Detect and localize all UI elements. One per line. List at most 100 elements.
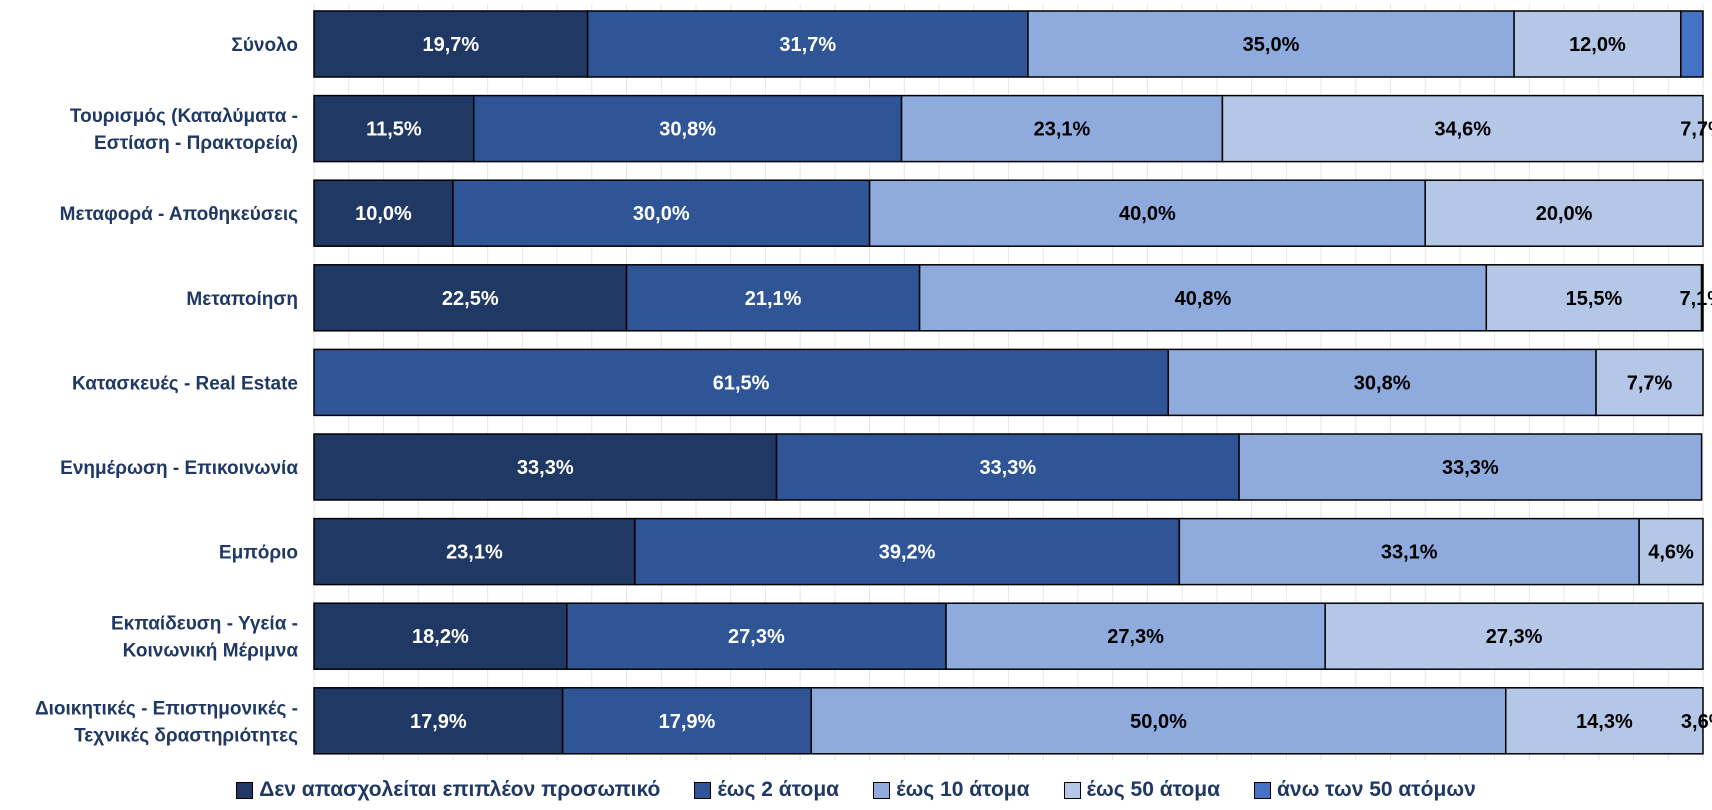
bars-group [313,10,1704,755]
data-label: 33,3% [517,457,574,479]
data-label: 27,3% [728,626,785,648]
category-label: Μεταφορά - Αποθηκεύσεις [60,204,298,225]
bar-segment [313,179,454,247]
bar-segment [452,179,871,247]
bar-segment [313,602,568,670]
legend-label: άνω των 50 ατόμων [1277,778,1476,801]
legend-item: άνω των 50 ατόμων [1254,778,1476,802]
bar-segment [1595,348,1704,417]
data-label: 33,1% [1381,542,1438,564]
data-label: 17,9% [410,711,467,733]
data-label: 22,5% [442,288,499,310]
data-label: 7,7% [1627,372,1673,394]
bar-segment [1178,517,1640,586]
data-label: 35,0% [1243,34,1300,56]
legend-label: έως 50 άτομα [1086,778,1220,801]
bar-segment [1485,264,1703,332]
data-label: 14,3% [1576,711,1633,733]
category-labels: Σύνολο Τουρισμός (Καταλύματα -Εστίαση - Π… [35,35,298,746]
category-label: Διοικητικές - Επιστημονικές -Τεχνικές δρ… [35,698,298,746]
bar-segment [472,94,903,163]
chart-legend: Δεν απασχολείται επιπλέον προσωπικό έως 2… [0,778,1712,802]
legend-item: έως 50 άτομα [1063,778,1220,802]
bar-segment [1680,10,1704,78]
data-label: 11,5% [366,119,422,141]
data-label: 4,6% [1648,542,1694,564]
legend-label: Δεν απασχολείται επιπλέον προσωπικό [259,778,661,801]
bar-segment [1238,433,1703,501]
stacked-bar-chart: Σύνολο Τουρισμός (Καταλύματα -Εστίαση - Π… [35,4,1712,760]
data-label: 50,0% [1130,711,1187,733]
data-label: 27,3% [1486,626,1543,648]
data-label: 61,5% [713,372,770,394]
bar-segment [1027,10,1515,78]
data-label: 33,3% [1442,457,1499,479]
data-label: 18,2% [412,626,469,648]
bar-segment [313,10,589,78]
bar-segment [1505,687,1704,755]
category-label: Μεταποίηση [186,289,298,310]
data-label: 7,1% [1680,288,1712,310]
data-label: 20,0% [1536,203,1593,225]
data-label: 12,0% [1569,34,1626,56]
data-label: 7,7% [1680,119,1712,141]
bar-segment [313,264,628,332]
data-label: 40,0% [1119,203,1176,225]
bar-segment [810,687,1507,755]
category-label: Σύνολο [231,35,298,56]
bar-segment [586,10,1029,78]
bar-segment [1513,10,1682,78]
legend-swatch [236,781,254,799]
data-label: 40,8% [1175,288,1232,310]
legend-item: Δεν απασχολείται επιπλέον προσωπικό [236,778,660,802]
bar-segment [1167,348,1597,417]
bar-segment [1221,94,1704,163]
data-label: 30,0% [633,203,690,225]
data-label: 23,1% [446,542,503,564]
data-label: 30,8% [659,119,716,141]
legend-label: έως 2 άτομα [717,778,840,801]
data-label: 30,8% [1354,372,1411,394]
data-label: 34,6% [1434,119,1491,141]
data-label: 31,7% [779,34,836,56]
legend-swatch [694,781,712,799]
category-label: Εμπόριο [219,543,298,564]
data-label: 39,2% [879,542,936,564]
category-label: Τουρισμός (Καταλύματα -Εστίαση - Πρακτορ… [70,106,298,154]
bar-segment [313,687,564,755]
bar-segment [313,517,636,586]
data-label: 17,9% [659,711,716,733]
bar-segment [1700,264,1704,332]
category-label: Κατασκευές - Real Estate [72,373,298,394]
bar-segment [1424,179,1704,247]
bar-segment [566,602,947,670]
data-label: 33,3% [979,457,1036,479]
data-label: 23,1% [1034,119,1091,141]
bar-segment [868,179,1426,247]
data-labels: 19,7% 31,7% 35,0% 12,0% 11,5% 30,8% 23,1% 34,6%… [355,34,1712,733]
legend-swatch [873,781,891,799]
bar-segment [918,264,1488,332]
legend-item: έως 10 άτομα [873,778,1030,802]
data-label: 10,0% [355,203,412,225]
bar-segment [634,517,1181,586]
data-label: 19,7% [422,34,479,56]
bar-segment [561,687,813,755]
data-label: 3,6% [1681,711,1712,733]
legend-swatch [1063,781,1081,799]
legend-label: έως 10 άτομα [896,778,1030,801]
bar-segment [1638,517,1704,586]
bar-segment [1324,602,1704,670]
data-label: 27,3% [1107,626,1164,648]
category-label: Εκπαίδευση - Υγεία -Κοινωνική Μέριμνα [111,614,298,662]
bar-segment [775,433,1240,501]
bar-segment [945,602,1326,670]
data-label: 21,1% [745,288,802,310]
legend-item: έως 2 άτομα [694,778,839,802]
data-label: 15,5% [1566,288,1623,310]
bar-segment [900,94,1224,163]
legend-swatch [1254,781,1271,799]
bar-segment [313,348,1169,417]
category-label: Ενημέρωση - Επικοινωνία [60,458,298,479]
bar-segment [625,264,921,332]
